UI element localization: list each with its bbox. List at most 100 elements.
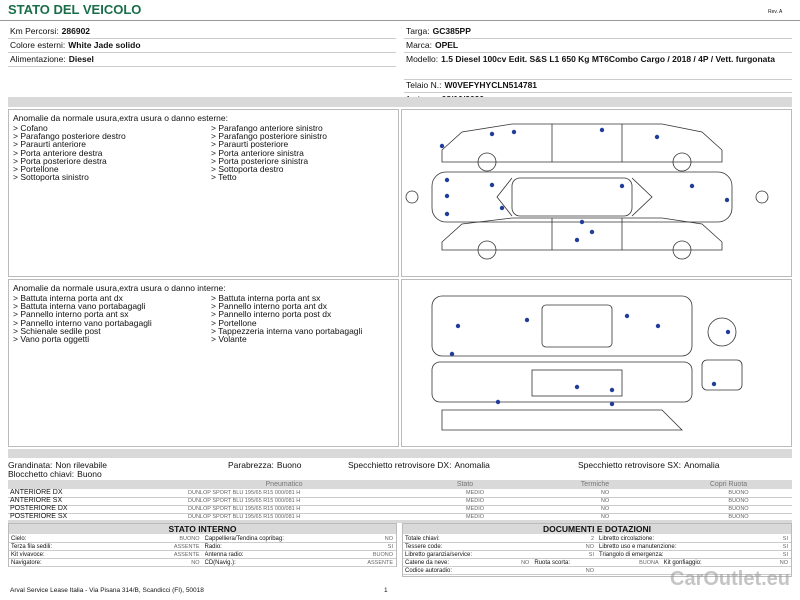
table-row-line — [9, 542, 396, 543]
prop-value: ASSENTE — [173, 544, 200, 550]
tyre-header-bg — [8, 480, 792, 489]
prop-value: NO — [521, 560, 530, 566]
anomaly-item: > Battuta interna porta ant sx — [211, 293, 321, 303]
tyre-header: Stato — [456, 481, 474, 488]
tyre-cell: NO — [600, 498, 610, 504]
anomaly-item: > Pannello interno vano portabagagli — [13, 317, 152, 328]
info-value: 1.5 Diesel 100cv Edit. S&S L1 650 Kg MT6… — [441, 54, 775, 64]
tyre-cell: ANTERIORE DX — [10, 489, 63, 496]
table-row-line — [9, 550, 396, 551]
tyre-cell: MEDIO — [465, 506, 485, 512]
condition-value: Anomalia — [454, 460, 490, 470]
anomaly-item: > Cofano — [13, 123, 48, 133]
anomaly-item: > Parafango anteriore sinistro — [211, 123, 323, 133]
prop-label: Libretto circolazione: — [599, 536, 655, 542]
anomaly-item: > Tappezzeria interna vano portabagagli — [211, 325, 363, 336]
tyre-cell: BUONO — [728, 490, 749, 496]
anomaly-item: > Parafango posteriore destro — [13, 131, 126, 142]
anomaly-item: > Pannello interno porta ant sx — [13, 309, 129, 320]
info-row: Km Percorsi: 286902 — [8, 25, 396, 39]
tyre-cell: NO — [600, 514, 610, 520]
prop-label: Libretto garanzia/service: — [405, 552, 473, 558]
info-row: Colore esterni: White Jade solido — [8, 39, 396, 53]
info-row: Modello: 1.5 Diesel 100cv Edit. S&S L1 65… — [404, 53, 792, 80]
anomaly-item: > Battuta interna porta ant dx — [13, 293, 123, 303]
prop-label: Cappelliera/Tendina copribag: — [204, 536, 284, 542]
prop-label: Navigatore: — [11, 560, 42, 566]
prop-label: Tessere code: — [405, 544, 443, 550]
section-heading: Anomalie da normale usura,extra usura o … — [13, 113, 228, 123]
tyre-cell: ANTERIORE SX — [10, 497, 63, 504]
prop-value: BUONA — [639, 560, 659, 566]
tyre-cell: BUONO — [728, 498, 749, 504]
info-label: Modello: — [406, 54, 439, 64]
prop-value: NO — [585, 568, 594, 574]
tyre-cell: POSTERIORE DX — [10, 505, 68, 512]
prop-value: BUONO — [179, 536, 200, 542]
damage-points — [449, 313, 731, 407]
prop-label: CD(Navig.): — [204, 560, 236, 566]
anomaly-column: > Battuta interna porta ant sx > Pannello… — [211, 293, 391, 345]
car-interior — [431, 295, 743, 431]
car-side-bottom — [441, 217, 723, 260]
anomaly-item: > Vano porta oggetti — [13, 334, 90, 345]
anomaly-item: > Portellone — [211, 317, 257, 328]
table-row-line — [403, 566, 791, 567]
interior-outlines — [431, 295, 743, 431]
tyre-cell: DUNLOP SPORT BLU 195/65 R15 000/081 H — [188, 506, 301, 512]
info-row: Alimentazione: Diesel — [8, 53, 396, 67]
prop-label: Ruota scorta: — [534, 560, 571, 566]
footer-address: Arval Service Lease Italia - Via Pisana … — [10, 587, 204, 594]
info-label: Alimentazione: — [10, 54, 66, 64]
info-row: Targa: GC385PP — [404, 25, 792, 39]
tyre-cell: BUONO — [728, 514, 749, 520]
vehicle-right: Targa: GC385PP Marca: OPEL Modello: 1.5 Diese… — [404, 25, 792, 107]
tyre-row-line — [8, 505, 792, 506]
watermark: CarOutlet.eu — [670, 568, 791, 590]
separator — [8, 520, 792, 523]
prop-value: ASSENTE — [367, 560, 393, 566]
condition: Grandinata: Non rilevabile — [8, 461, 107, 470]
condition-label: Blocchetto chiavi: — [8, 469, 75, 479]
prop-label: Codice autoradio: — [405, 568, 453, 574]
info-value: OPEL — [434, 40, 459, 50]
prop-value: NO — [191, 560, 200, 566]
table-row-line — [403, 558, 791, 559]
condition-label: Grandinata: — [8, 460, 53, 470]
anomaly-item: > Parafango posteriore sinistro — [211, 131, 327, 142]
condition: Parabrezza: Buono — [228, 461, 301, 470]
condition-value: Anomalia — [684, 460, 720, 470]
tyre-cell: BUONO — [728, 506, 749, 512]
info-label: Marca: — [406, 40, 432, 50]
info-row: Marca: OPEL — [404, 39, 792, 53]
anomaly-item: > Tetto — [211, 172, 237, 183]
table-row-line — [403, 550, 791, 551]
prop-label: Antenna radio: — [204, 552, 244, 558]
info-label: Colore esterni: — [10, 40, 66, 50]
anomaly-item: > Volante — [211, 334, 247, 345]
interior-list: Anomalie da normale usura,extra usura o … — [8, 279, 399, 447]
condition-value: Buono — [276, 460, 302, 470]
tyre-row-line — [8, 497, 792, 498]
condition: Specchietto retrovisore SX: Anomalia — [578, 461, 719, 470]
info-value: W0VEFYHYCLN514781 — [444, 80, 538, 90]
anomaly-column: > Parafango anteriore sinistro > Parafang… — [211, 123, 391, 183]
separator — [8, 449, 792, 458]
table-row-line — [9, 558, 396, 559]
condition: Blocchetto chiavi: Buono — [8, 470, 102, 479]
info-label: Km Percorsi: — [10, 26, 59, 36]
prop-label: Radio: — [204, 544, 222, 550]
table-row-line — [403, 542, 791, 543]
anomaly-item: > Pannello interno porta ant dx — [211, 301, 328, 312]
anomaly-item: > Porta posteriore destra — [13, 155, 107, 166]
prop-value: 2 — [590, 536, 594, 542]
info-row: Telaio N.: W0VEFYHYCLN514781 — [404, 79, 792, 93]
tyre-cell: DUNLOP SPORT BLU 195/65 R15 000/081 H — [188, 514, 301, 520]
tyre-cell: POSTERIORE SX — [10, 513, 68, 520]
tyre-header: Termiche — [580, 481, 610, 488]
anomaly-item: > Porta anteriore destra — [13, 147, 103, 158]
anomaly-item: > Sottoporta destro — [211, 164, 284, 175]
prop-value: SI — [782, 544, 788, 550]
table-title: DOCUMENTI E DOTAZIONI — [403, 524, 791, 534]
info-label: Telaio N.: — [406, 80, 442, 90]
